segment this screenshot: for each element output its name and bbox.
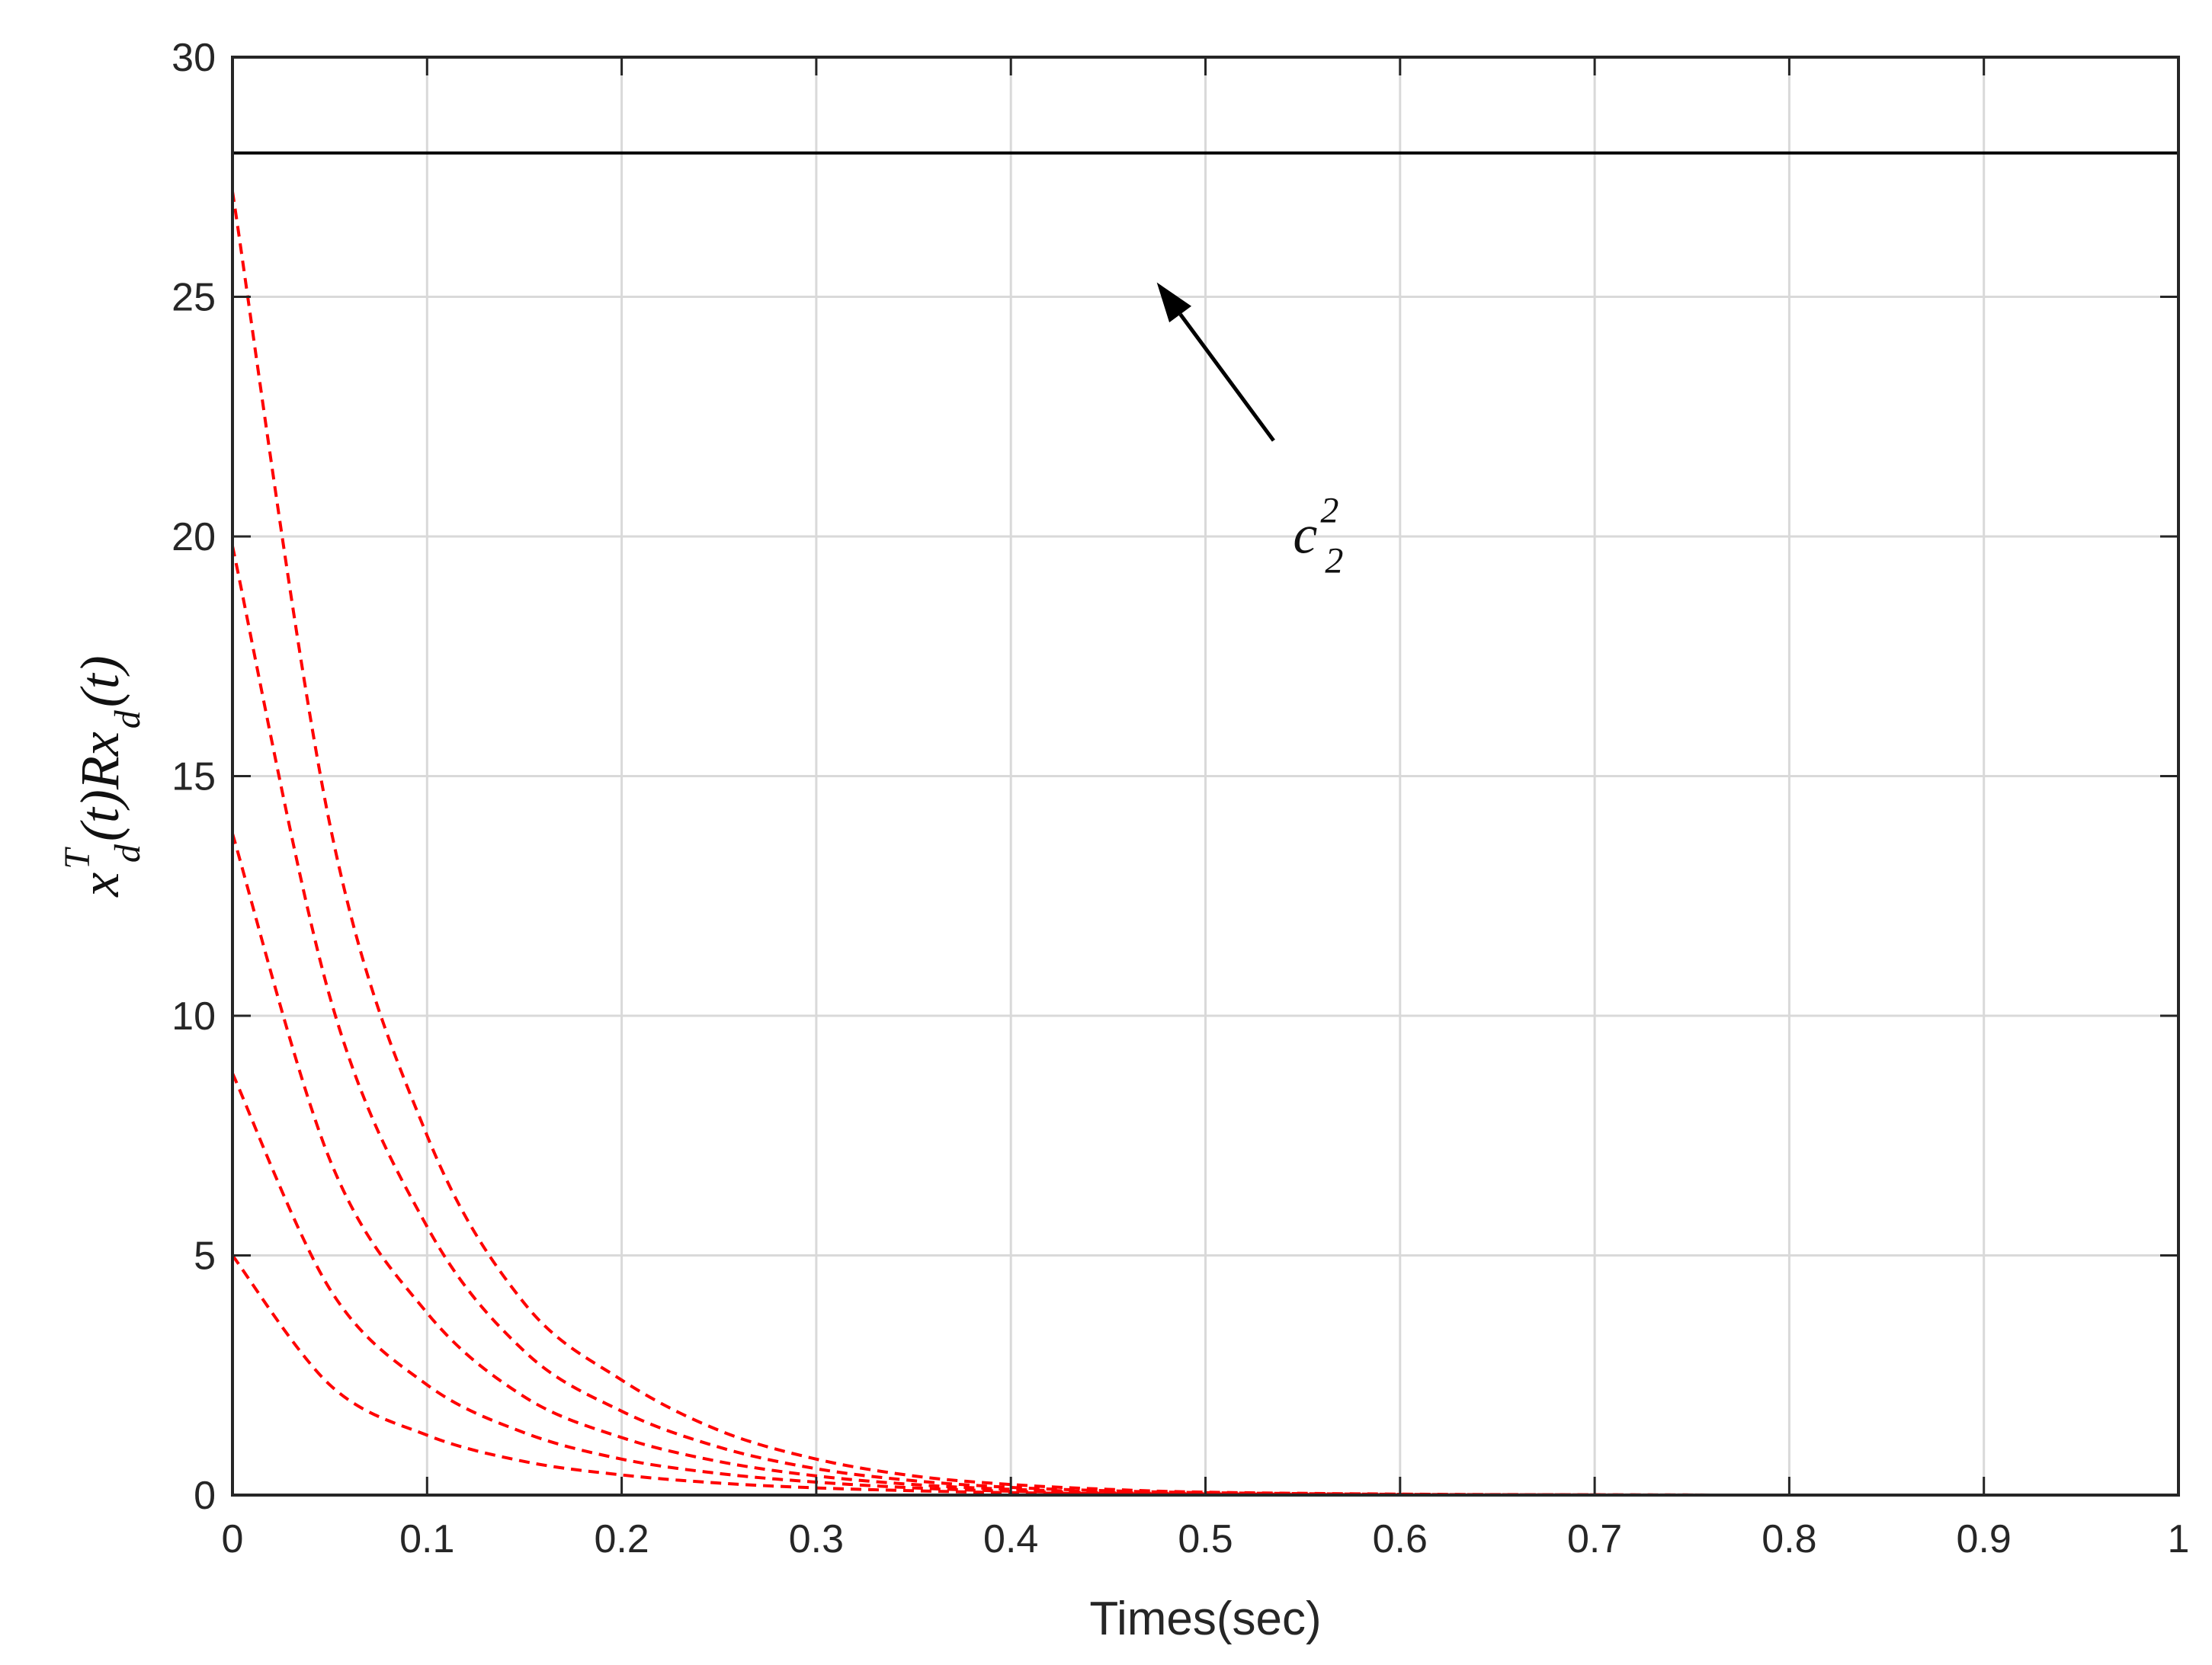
y-tick-label: 15 <box>172 755 216 799</box>
y-tick-label: 10 <box>172 994 216 1039</box>
x-tick-label: 1 <box>2168 1517 2190 1561</box>
x-tick-label: 0.3 <box>789 1517 844 1561</box>
y-axis-title-x: x <box>69 873 130 898</box>
annotation-arrow-head <box>1156 282 1192 323</box>
x-axis-title: Times(sec) <box>1089 1593 1321 1645</box>
y-axis-title-sub-d: d <box>107 844 148 863</box>
trajectory-1 <box>231 191 2178 1497</box>
y-tick-label: 0 <box>194 1474 216 1518</box>
x-tick-label: 0.6 <box>1373 1517 1428 1561</box>
x-tick-label: 0.7 <box>1567 1517 1622 1561</box>
y-tick-label: 5 <box>194 1234 216 1279</box>
y-axis-title-end: (t) <box>69 655 130 707</box>
y-axis-title-sup-t: T <box>57 847 98 869</box>
annotation-label-c2-squared: c 2 2 <box>1293 490 1343 581</box>
y-axis-title: x T d (t)Rx d (t) <box>57 655 148 898</box>
y-tick-label: 25 <box>172 276 216 320</box>
annotation-subscript: 2 <box>1325 540 1343 581</box>
x-tick-label: 0.1 <box>399 1517 454 1561</box>
trajectory-3 <box>231 833 2178 1497</box>
x-tick-label: 0.8 <box>1762 1517 1816 1561</box>
annotation-arrow-line <box>1178 312 1275 442</box>
x-tick-label: 0.9 <box>1957 1517 2012 1561</box>
y-tick-label: 30 <box>172 36 216 80</box>
x-tick-label: 0.4 <box>983 1517 1038 1561</box>
y-axis-title-sub-d2: d <box>107 709 148 728</box>
x-tick-label: 0.5 <box>1178 1517 1233 1561</box>
y-tick-label: 20 <box>172 515 216 559</box>
annotation-layer: c 2 2 <box>1156 282 1343 581</box>
annotation-base: c <box>1293 504 1317 565</box>
grid <box>232 57 2178 1495</box>
y-axis-title-mid: (t)Rx <box>69 732 130 841</box>
annotation-superscript: 2 <box>1320 490 1338 530</box>
tick-layer: 0 0.1 0.2 0.3 0.4 0.5 0.6 0.7 0.8 0.9 105101520253… <box>172 36 2189 1561</box>
x-tick-label: 0 <box>222 1517 244 1561</box>
x-tick-label: 0.2 <box>594 1517 649 1561</box>
